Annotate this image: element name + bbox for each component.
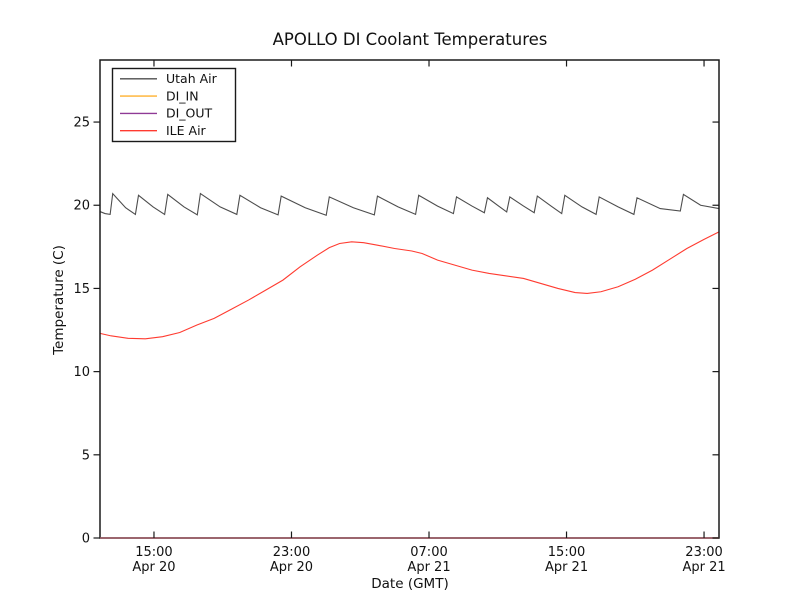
legend: Utah Air DI_IN DI_OUT ILE Air (111, 67, 237, 143)
x-tick-label-date: Apr 20 (132, 560, 175, 575)
y-tick-label: 20 (73, 199, 90, 214)
legend-item: DI_OUT (120, 106, 213, 121)
x-tick-label-date: Apr 20 (270, 560, 313, 575)
x-tick-label-time: 15:00 (135, 545, 172, 560)
legend-item: ILE Air (120, 123, 207, 138)
y-axis-label: Temperature (C) (51, 245, 67, 356)
y-tick-label: 0 (82, 532, 90, 547)
legend-item: DI_IN (120, 88, 199, 103)
y-tick-label: 25 (73, 116, 90, 131)
series-layer (99, 192, 720, 340)
legend-label-di-out: DI_OUT (166, 106, 213, 121)
legend-label-utah-air: Utah Air (166, 71, 218, 86)
series-ile-air (99, 231, 720, 340)
legend-item: Utah Air (120, 71, 218, 86)
x-tick-label-time: 23:00 (273, 545, 310, 560)
x-tick-label-date: Apr 21 (407, 560, 450, 575)
x-tick-label-time: 23:00 (685, 545, 722, 560)
chart-title: APOLLO DI Coolant Temperatures (273, 30, 548, 49)
series-utah-air (99, 192, 720, 216)
y-tick-label: 10 (73, 365, 90, 380)
x-tick-label-time: 15:00 (548, 545, 585, 560)
x-axis-label: Date (GMT) (371, 576, 448, 592)
y-tick-label: 5 (82, 448, 90, 463)
y-tick-label: 15 (73, 282, 90, 297)
legend-label-ile-air: ILE Air (166, 123, 207, 138)
x-tick-label-date: Apr 21 (682, 560, 725, 575)
legend-box (111, 67, 237, 143)
x-tick-label-time: 07:00 (410, 545, 447, 560)
x-tick-label-date: Apr 21 (545, 560, 588, 575)
legend-label-di-in: DI_IN (166, 88, 199, 103)
